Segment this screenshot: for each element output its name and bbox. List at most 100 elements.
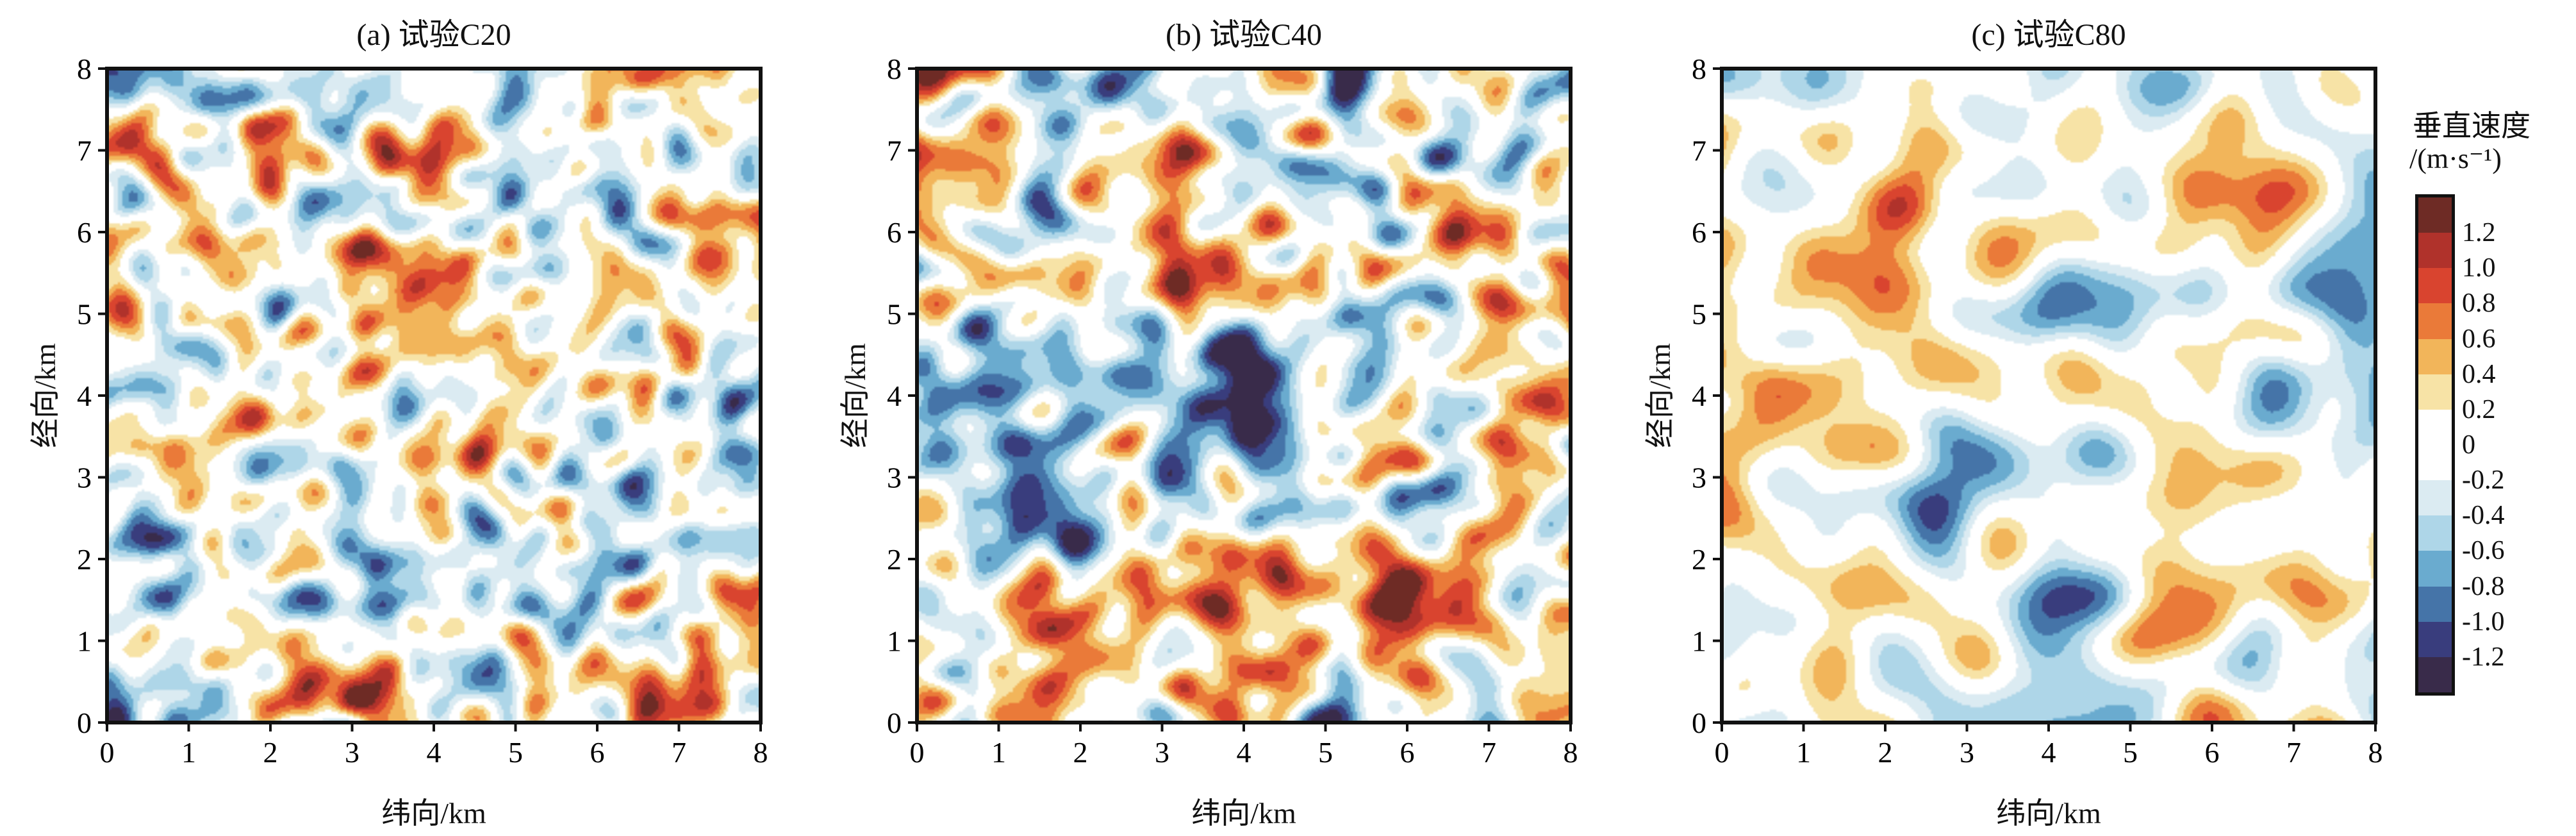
y-tick-label: 0 <box>77 706 92 739</box>
colorbar-tick-label: 0.2 <box>2462 394 2496 424</box>
x-axis-label: 纬向/km <box>381 797 486 830</box>
x-tick-label: 3 <box>345 736 359 769</box>
colorbar-tick-label: 0.4 <box>2462 359 2496 389</box>
colorbar-swatch <box>2418 444 2452 481</box>
colorbar-swatch <box>2418 656 2452 692</box>
contour-field <box>917 69 1571 723</box>
y-axis-label: 经向/km <box>29 343 62 448</box>
colorbar-unit: /(m·s⁻¹) <box>2409 143 2502 174</box>
y-tick-label: 7 <box>887 135 902 167</box>
panel-title: (a) 试验C20 <box>356 18 511 52</box>
x-tick-label: 6 <box>590 736 605 769</box>
axes: 0 1 2 3 4 5 6 7 8 0 1 2 3 4 5 6 7 8 <box>887 53 1578 769</box>
x-tick-label: 4 <box>427 736 442 769</box>
y-tick-label: 1 <box>1692 625 1706 658</box>
x-tick-label: 3 <box>1155 736 1169 769</box>
colorbar-swatch <box>2418 374 2452 410</box>
y-tick-label: 5 <box>887 298 902 331</box>
x-tick-label: 2 <box>1878 736 1893 769</box>
y-tick-label: 4 <box>77 380 92 412</box>
y-tick-label: 4 <box>1692 380 1706 412</box>
contour-plot: 0 1 2 3 4 5 6 7 8 0 1 2 3 4 5 6 7 8 <box>887 53 1578 769</box>
panel-title: (c) 试验C80 <box>1971 18 2126 52</box>
colorbar-swatch <box>2418 233 2452 269</box>
colorbar-swatch <box>2418 339 2452 374</box>
contour-plot: 0 1 2 3 4 5 6 7 8 0 1 2 3 4 5 6 7 8 <box>1692 53 2383 769</box>
colorbar-swatch <box>2418 551 2452 587</box>
y-axis-label: 经向/km <box>839 343 871 448</box>
x-tick-label: 1 <box>1796 736 1811 769</box>
colorbar-tick-label: -0.6 <box>2462 536 2505 566</box>
axes: 0 1 2 3 4 5 6 7 8 0 1 2 3 4 5 6 7 8 <box>77 53 768 769</box>
panel-c: (c) 试验C80 0 1 2 3 4 5 6 7 8 0 1 2 3 4 5 6 7 8 纬向/km 经向/km <box>1644 0 2484 836</box>
contour-field <box>1722 69 2375 723</box>
x-tick-label: 2 <box>263 736 278 769</box>
colorbar-swatch <box>2418 409 2452 445</box>
colorbar-tick-label: -1.0 <box>2462 606 2505 637</box>
x-tick-label: 1 <box>181 736 196 769</box>
panel-a: (a) 试验C20 0 1 2 3 4 5 6 7 8 0 1 2 3 4 5 6 7 8 纬向/km 经向/km <box>29 0 870 836</box>
colorbar-tick-label: -0.4 <box>2462 501 2505 531</box>
y-tick-label: 5 <box>1692 298 1706 331</box>
contour-plot: 0 1 2 3 4 5 6 7 8 0 1 2 3 4 5 6 7 8 <box>77 53 768 769</box>
x-tick-label: 2 <box>1073 736 1088 769</box>
x-tick-label: 8 <box>1564 736 1578 769</box>
colorbar-title: 垂直速度 <box>2413 110 2531 142</box>
colorbar-swatch <box>2418 621 2452 657</box>
y-tick-label: 2 <box>887 543 902 576</box>
y-tick-label: 7 <box>1692 135 1706 167</box>
y-tick-label: 0 <box>1692 706 1706 739</box>
x-tick-label: 8 <box>2368 736 2383 769</box>
x-tick-label: 1 <box>991 736 1006 769</box>
y-tick-label: 8 <box>1692 53 1706 85</box>
x-tick-label: 5 <box>1318 736 1333 769</box>
colorbar-swatch <box>2418 586 2452 622</box>
colorbar-swatch <box>2418 303 2452 339</box>
colorbar-swatch <box>2418 268 2452 304</box>
y-tick-label: 2 <box>77 543 92 576</box>
y-tick-label: 0 <box>887 706 902 739</box>
y-tick-label: 3 <box>77 462 92 494</box>
colorbar-tick-label: 1.0 <box>2462 253 2496 283</box>
colorbar-tick-label: -1.2 <box>2462 642 2505 672</box>
y-tick-label: 2 <box>1692 543 1706 576</box>
colorbar-tick-label: 0 <box>2462 430 2475 460</box>
colorbar-tick-label: 0.8 <box>2462 288 2496 319</box>
colorbar <box>2415 194 2455 696</box>
x-tick-label: 6 <box>1400 736 1415 769</box>
x-axis-label: 纬向/km <box>1996 797 2101 830</box>
y-tick-label: 3 <box>1692 462 1706 494</box>
x-tick-label: 4 <box>2042 736 2056 769</box>
x-tick-label: 8 <box>754 736 768 769</box>
x-tick-label: 6 <box>2205 736 2220 769</box>
colorbar-swatch <box>2418 515 2452 551</box>
y-tick-label: 3 <box>887 462 902 494</box>
y-tick-label: 6 <box>77 216 92 249</box>
y-tick-label: 8 <box>887 53 902 85</box>
y-axis-label: 经向/km <box>1644 343 1676 448</box>
y-tick-label: 5 <box>77 298 92 331</box>
colorbar-tick-label: 1.2 <box>2462 218 2496 248</box>
y-tick-label: 1 <box>77 625 92 658</box>
colorbar-swatch <box>2418 480 2452 516</box>
x-tick-label: 0 <box>1715 736 1730 769</box>
y-tick-label: 1 <box>887 625 902 658</box>
x-tick-label: 5 <box>2123 736 2138 769</box>
axes-frame <box>105 67 763 724</box>
contour-field <box>107 69 761 723</box>
x-tick-label: 0 <box>910 736 925 769</box>
y-tick-label: 7 <box>77 135 92 167</box>
colorbar-swatch <box>2418 197 2452 233</box>
y-tick-label: 4 <box>887 380 902 412</box>
axes-frame <box>1720 67 2377 724</box>
colorbar-tick-label: -0.8 <box>2462 571 2505 601</box>
y-tick-label: 6 <box>1692 216 1706 249</box>
x-tick-label: 0 <box>100 736 115 769</box>
x-tick-label: 3 <box>1960 736 1974 769</box>
x-tick-label: 7 <box>2286 736 2301 769</box>
y-tick-label: 8 <box>77 53 92 85</box>
axes-frame <box>915 67 1573 724</box>
y-tick-label: 6 <box>887 216 902 249</box>
x-tick-label: 4 <box>1237 736 1251 769</box>
x-tick-label: 7 <box>1482 736 1496 769</box>
